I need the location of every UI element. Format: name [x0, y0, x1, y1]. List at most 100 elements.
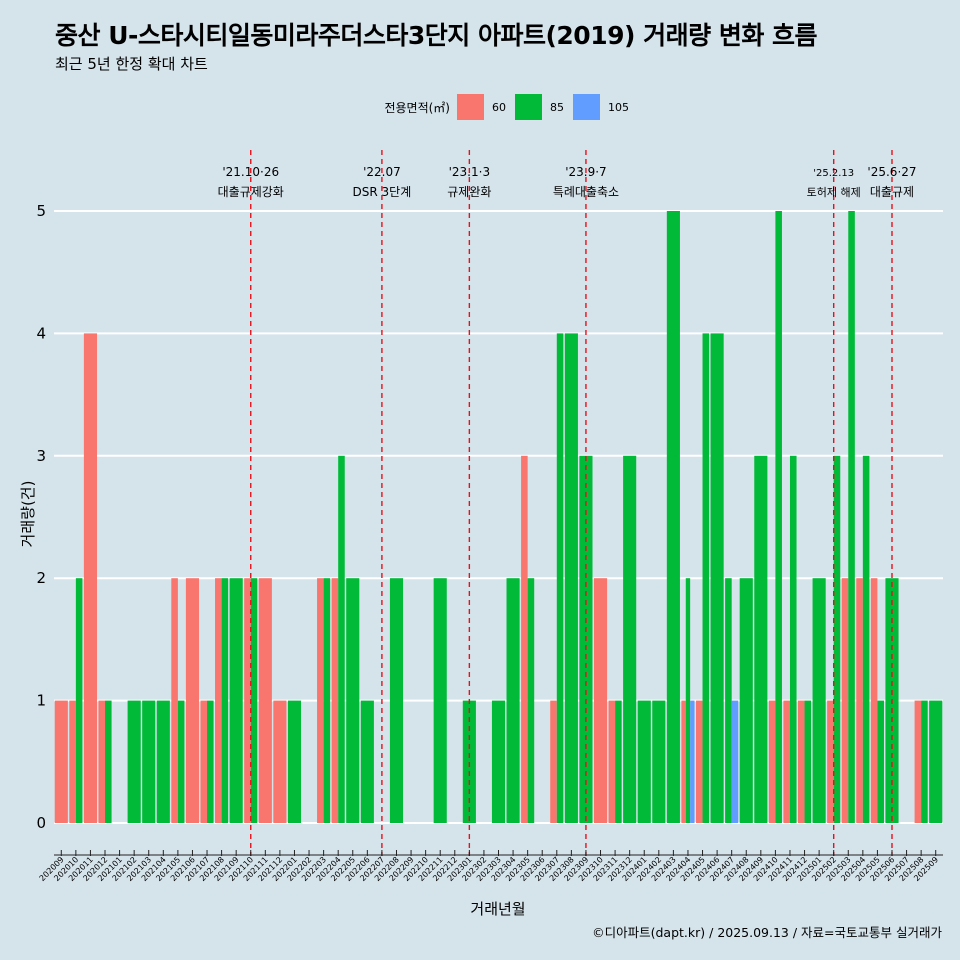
event-date-label: '23.1·3: [449, 165, 490, 179]
bar-85-202406: [710, 333, 724, 823]
bar-60-202011: [83, 333, 97, 823]
bar-85-202206: [360, 700, 374, 823]
bar-60-202305: [521, 455, 528, 823]
bar-60-202204: [331, 578, 339, 823]
legend-title: 전용면적(㎡): [384, 101, 450, 115]
bar-85-202012: [105, 700, 112, 823]
bar-60-202108: [215, 578, 222, 823]
y-tick-label: 3: [36, 447, 46, 465]
bar-60-202505: [870, 578, 878, 823]
x-axis-label: 거래년월: [470, 900, 525, 918]
bar-85-202508: [921, 700, 928, 823]
legend-swatch-85: [515, 94, 542, 120]
bar-60-202009: [54, 700, 68, 823]
bars-layer: [54, 211, 943, 823]
event-date-label: '25.2.13: [813, 168, 854, 179]
event-date-label: '23.9·7: [565, 165, 606, 179]
bar-60-202410: [768, 700, 776, 823]
bar-85-202312: [623, 455, 637, 823]
bar-60-202502: [827, 700, 834, 823]
bar-85-202107: [207, 700, 214, 823]
bar-85-202208: [389, 578, 404, 823]
bar-105-202404: [690, 700, 695, 823]
bar-85-202304: [506, 578, 520, 823]
bar-85-202105: [177, 700, 185, 823]
bar-85-202108: [221, 578, 229, 823]
bar-60-202012: [98, 700, 106, 823]
y-tick-label: 1: [36, 692, 46, 710]
legend-label-85: 85: [550, 101, 564, 114]
bar-85-202307: [556, 333, 564, 823]
bar-85-202203: [323, 578, 331, 823]
bar-60-202112: [273, 700, 287, 823]
bar-85-202405: [702, 333, 710, 823]
bar-85-202201: [287, 700, 302, 823]
bar-85-202501: [812, 578, 826, 823]
bar-60-202404: [681, 700, 686, 823]
caption: ©디아파트(dapt.kr) / 2025.09.13 / 자료=국토교통부 실…: [592, 925, 942, 940]
event-desc-label: 대출규제강화: [218, 185, 284, 199]
bar-85-202301: [462, 700, 476, 823]
bar-85-202409: [754, 455, 768, 823]
bar-85-202412: [804, 700, 812, 823]
bar-85-202204: [338, 455, 345, 823]
bar-85-202403: [666, 211, 680, 823]
bar-60-202310: [593, 578, 608, 823]
event-desc-label: 토허제 해제: [807, 185, 861, 199]
bar-85-202505: [877, 700, 884, 823]
event-date-label: '22.07: [363, 165, 401, 179]
bar-60-202111: [258, 578, 272, 823]
bar-60-202311: [608, 700, 616, 823]
y-tick-label: 0: [36, 814, 46, 832]
bar-85-202509: [929, 700, 943, 823]
bar-85-202410: [775, 211, 782, 823]
bar-60-202110: [244, 578, 251, 823]
bar-85-202303: [491, 700, 506, 823]
bar-60-202411: [783, 700, 790, 823]
bar-60-202412: [797, 700, 805, 823]
bar-60-202307: [550, 700, 557, 823]
bar-60-202405: [695, 700, 703, 823]
bar-60-202203: [317, 578, 324, 823]
bar-85-202102: [127, 700, 141, 823]
chart-title: 중산 U-스타시티일동미라주더스타3단지 아파트(2019) 거래량 변화 흐름: [55, 21, 818, 50]
y-tick-label: 4: [36, 324, 46, 342]
bar-85-202205: [346, 578, 360, 823]
bar-60-202107: [200, 700, 208, 823]
bar-60-202508: [914, 700, 922, 823]
y-tick-label: 5: [36, 202, 46, 220]
bar-85-202311: [615, 700, 622, 823]
bar-85-202503: [848, 211, 855, 823]
bar-85-202401: [637, 700, 651, 823]
event-desc-label: DSR 3단계: [353, 185, 412, 199]
legend-label-105: 105: [608, 101, 629, 114]
event-layer: '21.10·26 대출규제강화 '22.07 DSR 3단계 '23.1·3 규제완화 '…: [218, 150, 917, 856]
bar-85-202308: [564, 333, 578, 823]
y-axis-label: 거래량(건): [19, 481, 37, 548]
bar-105-202407: [731, 700, 739, 823]
event-desc-label: 대출규제: [870, 185, 914, 199]
bar-85-202404: [685, 578, 691, 823]
bar-60-202504: [856, 578, 863, 823]
bar-85-202504: [862, 455, 870, 823]
bar-85-202502: [833, 455, 841, 823]
bar-85-202110: [250, 578, 258, 823]
legend: 전용면적(㎡) 60 85 105: [384, 94, 629, 120]
bar-60-202105: [171, 578, 178, 823]
bar-85-202104: [156, 700, 170, 823]
bar-85-202411: [789, 455, 797, 823]
bar-85-202402: [652, 700, 666, 823]
event-desc-label: 특례대출축소: [553, 185, 619, 199]
bar-60-202010: [69, 700, 76, 823]
bar-60-202503: [841, 578, 849, 823]
bar-85-202407: [725, 578, 732, 823]
bar-85-202103: [142, 700, 156, 823]
legend-swatch-105: [573, 94, 600, 120]
y-tick-label: 2: [36, 569, 46, 587]
bar-60-202106: [185, 578, 200, 823]
bar-85-202010: [75, 578, 83, 823]
chart-subtitle: 최근 5년 한정 확대 차트: [55, 55, 208, 73]
event-date-label: '21.10·26: [222, 165, 279, 179]
